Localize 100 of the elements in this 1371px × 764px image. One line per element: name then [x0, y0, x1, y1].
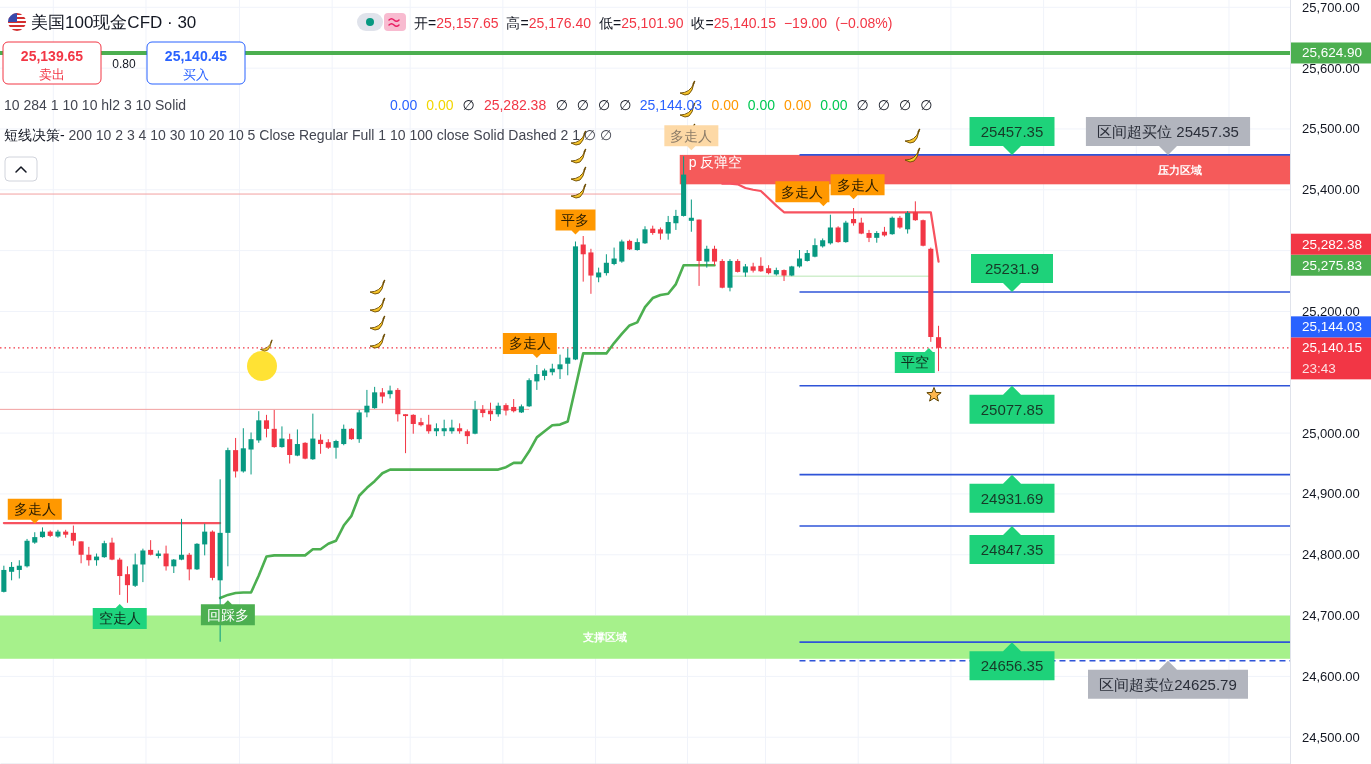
annotation: 短线决策- 200 10 2 3 4 10 30 10 20 10 5 Close Regular Full 1 10 100 close Solid Dashed 2 1 ∅ ∅	[4, 127, 613, 143]
y-tick-label: 25,700.00	[1302, 0, 1360, 15]
y-tick-label: 24,700.00	[1302, 608, 1360, 624]
candlestick	[603, 253, 609, 277]
annotation: 区间超买位 25457.35	[1097, 122, 1239, 140]
candlestick	[70, 525, 76, 547]
candlestick	[279, 425, 285, 449]
candlestick	[665, 215, 671, 241]
band-label: 支撑区域	[582, 631, 627, 644]
candlestick	[333, 439, 339, 460]
candlestick	[1, 565, 7, 593]
candlestick	[163, 545, 169, 572]
candlestick	[16, 559, 22, 579]
candlestick	[372, 386, 378, 410]
candlestick	[287, 433, 293, 465]
candlestick	[132, 553, 138, 588]
candlestick	[588, 248, 594, 295]
band-label: 压力区域	[1157, 163, 1202, 176]
candlestick	[418, 417, 424, 427]
candlestick	[202, 523, 208, 556]
annotation: 回踩多	[206, 606, 249, 623]
text: 23:43	[1302, 361, 1336, 377]
annotation: 空走人	[98, 610, 141, 627]
annotation: 买入	[183, 67, 209, 82]
text: 25,144.03	[1302, 319, 1363, 335]
annotation: 0.80	[112, 57, 136, 71]
text: 开=25,157.65 高=25,176.40 低=25,101.90 收=25,140.15 −19.00 (−0.08%)	[414, 15, 893, 31]
annotation: 多走人	[670, 127, 713, 144]
annotation: 10 284 1 10 10 hl2 3 10 Solid	[4, 97, 187, 113]
ref-line-label: 24847.35	[980, 540, 1044, 558]
candlestick	[905, 210, 911, 235]
y-tick-label: 25,000.00	[1302, 425, 1360, 441]
y-tick-label: 25,600.00	[1302, 60, 1360, 76]
candlestick	[294, 428, 300, 457]
annotation: ∅ ∅ ∅ ∅	[555, 97, 632, 113]
candlestick	[124, 565, 130, 604]
ref-line-label: 25,140.15	[1302, 340, 1363, 356]
line-series	[218, 263, 716, 600]
candlestick	[534, 364, 540, 391]
annotation: 多走人	[13, 501, 56, 518]
annotation: 25,139.65	[20, 48, 84, 64]
candlestick	[256, 410, 262, 444]
candlestick	[565, 348, 571, 376]
candlestick	[557, 354, 563, 380]
candlestick	[750, 262, 756, 274]
candlestick	[310, 413, 316, 461]
y-tick-label: 25,200.00	[1302, 303, 1360, 319]
y-tick-label: 24,800.00	[1302, 547, 1360, 563]
annotation: p 反弹空	[688, 154, 743, 171]
candlestick	[178, 518, 185, 561]
candlestick	[912, 200, 918, 222]
annotation: 多走人	[836, 176, 879, 193]
ref-line-label: 25,624.90	[1302, 45, 1363, 61]
candlestick	[827, 214, 833, 246]
candlestick	[704, 245, 710, 269]
candlestick	[410, 413, 416, 435]
y-tick-label: 25,500.00	[1302, 121, 1360, 137]
text: 美国100现金CFD · 30	[31, 13, 197, 32]
annotation: 区间超卖位24625.79	[1099, 675, 1237, 693]
candlestick	[688, 199, 694, 233]
candlestick	[619, 239, 625, 264]
candlestick	[889, 216, 895, 236]
candlestick	[402, 413, 409, 454]
candlestick	[271, 409, 277, 449]
candlestick	[233, 437, 239, 478]
y-tick-label: 24,600.00	[1302, 668, 1360, 684]
candlestick	[843, 220, 849, 244]
text: 25,275.83	[1302, 257, 1363, 273]
y-tick-label: 24,900.00	[1302, 486, 1360, 502]
annotation: 多走人	[781, 183, 824, 200]
candlestick	[9, 561, 15, 581]
ref-line-label: 25457.35	[980, 122, 1044, 140]
annotation: 平多	[561, 211, 590, 228]
candlestick	[781, 268, 787, 282]
candlestick	[186, 552, 192, 581]
annotation: 25,144.03	[639, 97, 703, 113]
ref-line-label: 24656.35	[980, 657, 1044, 675]
y-tick-label: 24,500.00	[1302, 729, 1360, 745]
annotation: 0.00 0.00 0.00 0.00 ∅ ∅ ∅ ∅	[711, 97, 933, 113]
candlestick	[580, 235, 586, 283]
candlestick	[140, 548, 146, 583]
text: 25,282.38	[1302, 236, 1363, 252]
y-tick-label: 25,400.00	[1302, 182, 1360, 198]
annotation: 25,140.45	[164, 48, 228, 64]
candlestick	[866, 229, 872, 243]
candlestick	[248, 431, 254, 475]
ref-line-label: 25077.85	[980, 400, 1044, 418]
annotation: 多走人	[508, 335, 551, 352]
candlestick	[318, 433, 324, 455]
ref-line-label: 24931.69	[980, 489, 1044, 507]
candlestick	[503, 402, 509, 416]
candlestick	[711, 245, 718, 266]
candlestick	[341, 424, 347, 446]
annotation: 平空	[900, 354, 929, 371]
candlestick	[673, 209, 679, 231]
candlestick	[78, 540, 84, 564]
candlestick	[240, 427, 246, 474]
annotation: 卖出	[39, 67, 65, 82]
candlestick	[117, 557, 123, 596]
candlestick	[263, 414, 270, 438]
